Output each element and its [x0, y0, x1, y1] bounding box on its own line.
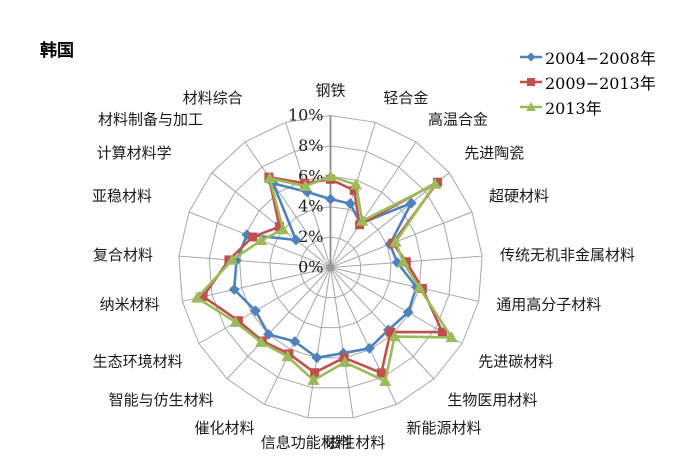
radar-spoke — [330, 211, 473, 268]
series-0-point-marker — [325, 193, 336, 205]
legend-label: 2013年 — [545, 99, 602, 118]
series-2-point-marker — [379, 374, 392, 386]
legend-label: 2009−2013年 — [545, 74, 656, 93]
axis-label-6: 通用高分子材料 — [496, 295, 601, 313]
series-2-point-marker — [255, 335, 268, 347]
series-2-point-marker — [263, 172, 276, 183]
legend-item-2013: 2013年 — [519, 95, 656, 119]
radial-tick-label: 4% — [298, 197, 323, 216]
legend-item-2009-2013: 2009−2013年 — [519, 70, 656, 94]
axis-label-17: 亚稳材料 — [92, 187, 152, 205]
axis-label-14: 生态环境材料 — [93, 353, 183, 371]
radial-tick-label: 0% — [298, 258, 323, 277]
series-0-point-marker — [311, 352, 323, 364]
axis-label-1: 轻合金 — [383, 89, 428, 107]
axis-label-3: 先进陶瓷 — [464, 144, 524, 162]
series-2-point-marker — [276, 223, 290, 235]
axis-label-7: 先进碳材料 — [478, 353, 553, 371]
series-2-point-marker — [388, 330, 401, 342]
chart-title: 韩国 — [40, 41, 74, 61]
legend: 2004−2008年 2009−2013年 2013年 — [519, 45, 656, 119]
axis-label-2: 高温合金 — [428, 110, 488, 128]
radar-spoke — [211, 172, 331, 268]
radar-spoke — [264, 267, 331, 405]
series-2-point-marker — [191, 291, 204, 303]
series-2-point-marker — [299, 179, 312, 191]
series-2-point-marker — [229, 315, 242, 327]
axis-label-20: 材料综合 — [183, 89, 243, 107]
series-1-point-marker — [248, 232, 258, 242]
series-0-point-marker — [250, 305, 261, 317]
radar-grid-ring — [299, 236, 362, 299]
axis-label-18: 计算材料学 — [97, 144, 172, 162]
axis-label-8: 生物医用材料 — [447, 391, 537, 409]
radar-spoke — [198, 267, 331, 344]
radial-tick-label: 8% — [298, 136, 323, 155]
axis-label-9: 新能源材料 — [407, 419, 482, 437]
series-0-point-marker — [405, 197, 417, 209]
series-2-point-marker — [225, 253, 239, 265]
radial-tick-label: 2% — [298, 227, 323, 246]
series-0-point-marker — [363, 342, 375, 354]
series-2-point-marker — [255, 234, 268, 245]
series-1-point-marker — [310, 368, 320, 378]
radar-spoke — [330, 267, 435, 380]
series-0-point-marker — [289, 336, 301, 347]
axis-label-0: 钢铁 — [315, 82, 345, 100]
series-2-point-marker — [281, 350, 294, 362]
radar-spoke — [178, 255, 331, 268]
radar-hub — [326, 263, 335, 272]
legend-item-2004-2008: 2004−2008年 — [519, 45, 656, 69]
square-marker-icon — [520, 78, 542, 86]
series-2-point-marker — [338, 355, 351, 367]
axis-label-4: 超硬材料 — [489, 187, 549, 205]
series-2-point-marker — [307, 373, 320, 385]
series-2-point-marker — [324, 170, 337, 181]
radar-grid-ring — [208, 145, 453, 389]
series-line-2 — [195, 175, 453, 383]
radar-spoke — [226, 267, 331, 380]
axis-label-10: 磁性材料 — [325, 434, 385, 452]
series-0-point-marker — [344, 198, 356, 210]
series-0-point-marker — [402, 306, 414, 318]
series-2-point-marker — [413, 281, 426, 293]
triangle-icon — [526, 102, 536, 111]
series-0-point-marker — [228, 284, 240, 295]
legend-label: 2004−2008年 — [545, 49, 656, 68]
radar-spoke — [330, 267, 354, 418]
series-2-point-marker — [445, 331, 458, 343]
axis-label-16: 复合材料 — [93, 246, 153, 264]
diamond-marker-icon — [520, 52, 542, 62]
diamond-icon — [526, 52, 536, 62]
radar-spoke — [330, 267, 479, 302]
series-2-point-marker — [356, 214, 369, 226]
axis-label-13: 智能与仿生材料 — [109, 391, 214, 409]
radial-tick-label: 10% — [288, 106, 324, 125]
series-0-point-marker — [290, 234, 302, 246]
axis-label-15: 纳米材料 — [100, 295, 160, 313]
axis-label-19: 材料制备与加工 — [98, 110, 203, 128]
axis-label-11: 信息功能材料 — [261, 434, 351, 452]
series-2-point-marker — [429, 177, 442, 189]
series-1-point-marker — [376, 368, 386, 378]
radar-grid-ring — [178, 114, 483, 419]
series-line-0 — [232, 182, 418, 360]
square-icon — [527, 78, 535, 86]
axis-label-5: 传统无机非金属材料 — [500, 246, 635, 264]
triangle-marker-icon — [520, 102, 542, 111]
radar-spoke — [307, 267, 331, 418]
radar-spoke — [330, 141, 417, 268]
radar-spoke — [244, 141, 331, 268]
series-2-point-marker — [389, 235, 402, 247]
axis-label-12: 催化材料 — [194, 419, 254, 437]
series-2-point-marker — [349, 178, 363, 190]
series-2-point-marker — [397, 255, 410, 267]
